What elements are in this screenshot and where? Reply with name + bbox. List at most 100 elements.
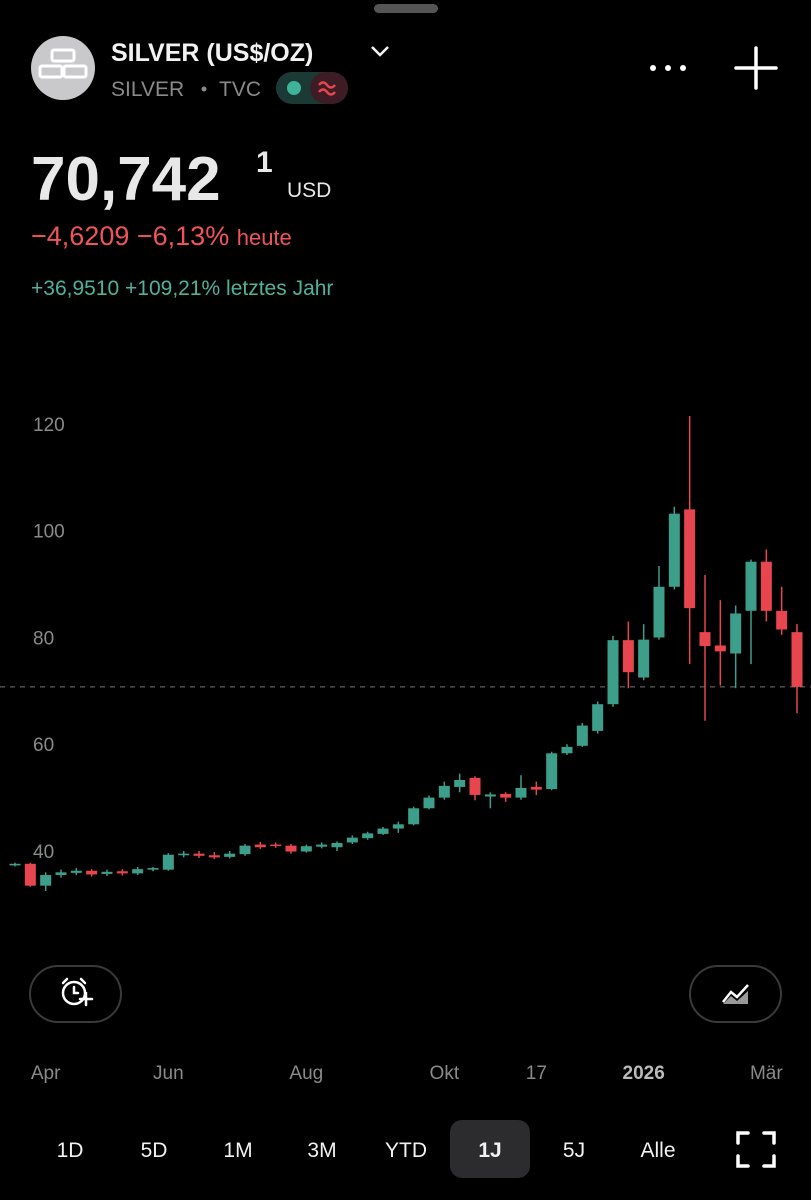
candle-body [362, 833, 374, 839]
y-tick-label: 120 [33, 415, 65, 436]
year-period: letztes Jahr [226, 277, 333, 300]
title-chevron[interactable] [371, 46, 389, 57]
change-percent: −6,13% [137, 221, 229, 251]
x-tick-label: Mär [750, 1063, 783, 1084]
price-superscript: 1 [256, 146, 273, 179]
candle-body [653, 586, 665, 638]
candle-body [116, 871, 128, 874]
timeframe-tab[interactable]: 3M [307, 1139, 336, 1162]
candle-body [285, 845, 297, 852]
candle-body [239, 845, 251, 855]
indicator-button[interactable] [689, 965, 782, 1023]
candle-body [484, 794, 496, 797]
x-tick-label: Apr [31, 1063, 61, 1084]
candle-body [55, 872, 67, 875]
change: −4,6209 [31, 221, 129, 251]
fullscreen-button[interactable] [736, 1131, 776, 1168]
candle-body [561, 746, 573, 754]
candle-body [316, 844, 328, 847]
price: 70,742 [31, 145, 221, 214]
y-tick-label: 100 [33, 522, 65, 543]
candle-body [193, 853, 205, 856]
candle-body [791, 632, 803, 687]
y-tick-label: 80 [33, 628, 54, 649]
y-tick-label: 40 [33, 842, 54, 863]
candle-body [469, 777, 481, 795]
candle-body [776, 610, 788, 630]
separator-dot [201, 86, 207, 92]
grab-handle[interactable] [374, 4, 438, 13]
candle-body [699, 632, 711, 647]
change-period: heute [237, 225, 292, 250]
candle-body [331, 842, 343, 848]
timeframe-tab[interactable]: 1J [478, 1139, 501, 1162]
add-button[interactable] [734, 46, 778, 90]
candle-body [300, 846, 312, 852]
x-tick-label: Jun [153, 1063, 184, 1084]
timeframe-tab[interactable]: YTD [385, 1139, 427, 1162]
x-tick-label: 2026 [623, 1063, 665, 1084]
candle-body [638, 639, 650, 678]
status-pill[interactable] [276, 72, 348, 104]
candle-body [745, 561, 757, 611]
candle-body [147, 868, 159, 870]
candle-body [408, 808, 420, 825]
candle-body [270, 844, 282, 847]
candle-body [684, 509, 696, 609]
year-change: +36,9510 +109,21% letztes Jahr [31, 277, 333, 300]
selected-tab-bg [450, 1120, 530, 1178]
symbol-icon [31, 36, 95, 100]
candle-body [714, 645, 726, 652]
candle-body [40, 874, 52, 886]
candle-body [101, 871, 113, 874]
symbol-name: SILVER [111, 78, 184, 101]
timeframe-tab[interactable]: 1D [57, 1139, 84, 1162]
exchange: TVC [219, 78, 261, 101]
alert-button[interactable] [29, 965, 122, 1023]
candle-body [178, 853, 190, 856]
more-menu[interactable] [650, 65, 686, 71]
x-tick-label: Okt [430, 1063, 460, 1084]
candle-body [224, 853, 236, 857]
candle-body [392, 824, 404, 829]
year-change-percent: +109,21% [125, 277, 220, 300]
timeframe-bar: 1D 5D 1M 3M YTD 1J 5J Alle [57, 1120, 676, 1178]
candle-body [254, 844, 266, 848]
candle-body [500, 793, 512, 798]
x-tick-label: 17 [526, 1063, 547, 1084]
symbol-title[interactable]: SILVER (US$/OZ) [111, 39, 313, 67]
y-tick-label: 60 [33, 735, 54, 756]
day-change: −4,6209 −6,13% heute [31, 221, 292, 251]
candle-body [730, 613, 742, 654]
candle-body [607, 640, 619, 705]
candle-body [592, 704, 604, 731]
year-change-value: +36,9510 [31, 277, 119, 300]
candle-body [546, 753, 558, 790]
candle-body [454, 779, 466, 787]
candle-body [622, 640, 634, 673]
timeframe-tab[interactable]: 1M [223, 1139, 252, 1162]
candle-body [9, 863, 21, 866]
candle-body [760, 561, 772, 611]
candle-body [86, 870, 98, 875]
candle-body [24, 863, 36, 886]
candle-body [576, 725, 588, 746]
candle-body [530, 786, 542, 790]
candle-body [70, 870, 82, 873]
candle-body [515, 787, 527, 798]
x-tick-label: Aug [289, 1063, 323, 1084]
candle-body [208, 855, 220, 858]
timeframe-tab[interactable]: 5D [141, 1139, 168, 1162]
timeframe-tab[interactable]: 5J [563, 1139, 585, 1162]
chart: 40 60 80 100 120 Apr Jun Aug Okt 17 2026 Mär [0, 415, 811, 1084]
timeframe-tab[interactable]: Alle [640, 1139, 675, 1162]
candle-body [438, 785, 450, 798]
candle-body [346, 837, 358, 843]
candle-body [377, 828, 389, 834]
candle-body [132, 869, 144, 874]
candle-body [162, 854, 174, 870]
candle-body [668, 513, 680, 587]
